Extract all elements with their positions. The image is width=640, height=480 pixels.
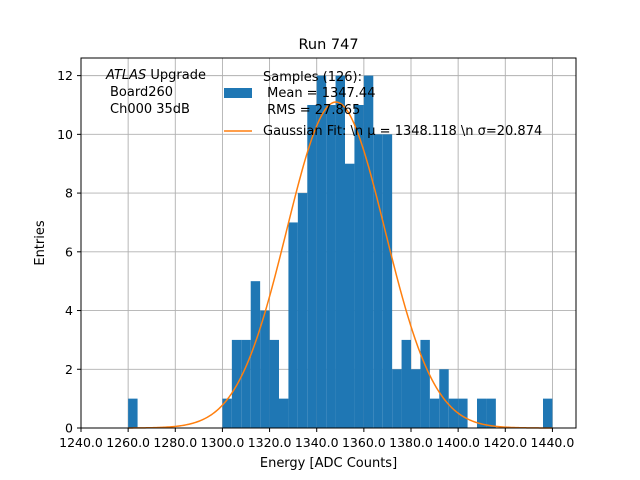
y-axis-label: Entries bbox=[33, 220, 48, 266]
x-tick-label: 1440.0 bbox=[531, 435, 575, 450]
y-tick-label: 6 bbox=[65, 244, 73, 259]
histogram-bar bbox=[458, 398, 468, 428]
y-tick-label: 10 bbox=[57, 127, 73, 142]
histogram-bar bbox=[279, 398, 289, 428]
histogram-bar bbox=[335, 75, 345, 428]
y-tick-label: 4 bbox=[65, 303, 73, 318]
histogram-bar bbox=[543, 398, 553, 428]
x-tick-label: 1420.0 bbox=[483, 435, 527, 450]
x-tick-label: 1320.0 bbox=[248, 435, 292, 450]
histogram-bar bbox=[307, 104, 317, 428]
histogram-bar bbox=[448, 398, 459, 428]
x-tick-label: 1260.0 bbox=[106, 435, 150, 450]
x-tick-label: 1400.0 bbox=[436, 435, 480, 450]
histogram-bar bbox=[345, 163, 355, 428]
x-axis-label: Energy [ADC Counts] bbox=[260, 456, 397, 471]
y-tick-label: 8 bbox=[65, 186, 73, 201]
histogram-bar bbox=[354, 104, 364, 428]
histogram-bar bbox=[420, 339, 430, 428]
histogram-bar bbox=[486, 398, 496, 428]
histogram-bar bbox=[411, 369, 421, 428]
y-axis-ticks: 0 2 4 6 8 10 12 bbox=[57, 68, 81, 436]
annotation-italic: ATLAS bbox=[105, 68, 146, 83]
histogram-bar bbox=[269, 339, 279, 428]
x-tick-label: 1340.0 bbox=[295, 435, 339, 450]
x-tick-label: 1360.0 bbox=[342, 435, 386, 450]
histogram-bar bbox=[250, 281, 261, 428]
x-axis-ticks: 1240.0 1260.0 1280.0 1300.0 1320.0 1340.0 1360… bbox=[59, 428, 574, 450]
y-tick-label: 0 bbox=[65, 421, 73, 436]
histogram-bar bbox=[297, 193, 308, 428]
gaussian-fit-curve bbox=[128, 101, 553, 429]
annotation-line-2: Board260 bbox=[110, 85, 173, 100]
histogram-bar bbox=[429, 398, 440, 428]
legend-histogram-label-2: Mean = 1347.44 bbox=[263, 86, 375, 101]
legend-fit-label: Gaussian Fit: \n μ = 1348.118 \n σ=20.87… bbox=[263, 124, 542, 139]
atlas-annotation: ATLAS Upgrade Board260 Ch000 35dB bbox=[105, 68, 206, 117]
histogram-bar bbox=[241, 339, 251, 428]
annotation-rest: Upgrade bbox=[146, 68, 206, 83]
legend: Samples (126): Mean = 1347.44 RMS = 27.8… bbox=[224, 70, 542, 139]
plot-frame bbox=[80, 57, 577, 429]
annotation-line-3: Ch000 35dB bbox=[110, 102, 190, 117]
histogram-bar bbox=[363, 75, 374, 428]
histogram-bar bbox=[392, 369, 402, 428]
y-tick-label: 12 bbox=[57, 68, 73, 83]
x-tick-label: 1300.0 bbox=[201, 435, 245, 450]
x-tick-label: 1240.0 bbox=[59, 435, 103, 450]
histogram-bar bbox=[288, 222, 298, 428]
x-tick-label: 1280.0 bbox=[153, 435, 197, 450]
chart-title: Run 747 bbox=[298, 37, 358, 53]
histogram-bar bbox=[316, 75, 327, 428]
histogram-bar bbox=[326, 104, 336, 428]
histogram-bar bbox=[222, 398, 232, 428]
legend-histogram-swatch bbox=[224, 88, 252, 98]
x-tick-label: 1380.0 bbox=[389, 435, 433, 450]
histogram-bar bbox=[260, 310, 270, 428]
y-tick-label: 2 bbox=[65, 362, 73, 377]
histogram-bar bbox=[382, 134, 393, 428]
legend-histogram-label-3: RMS = 27.865 bbox=[263, 103, 360, 118]
histogram-bar bbox=[373, 134, 383, 428]
histogram-bar bbox=[477, 398, 487, 428]
legend-histogram-label-1: Samples (126): bbox=[263, 70, 362, 85]
histogram-bar bbox=[401, 339, 411, 428]
histogram-bar bbox=[128, 398, 138, 428]
annotation-line-1: ATLAS Upgrade bbox=[105, 68, 206, 83]
